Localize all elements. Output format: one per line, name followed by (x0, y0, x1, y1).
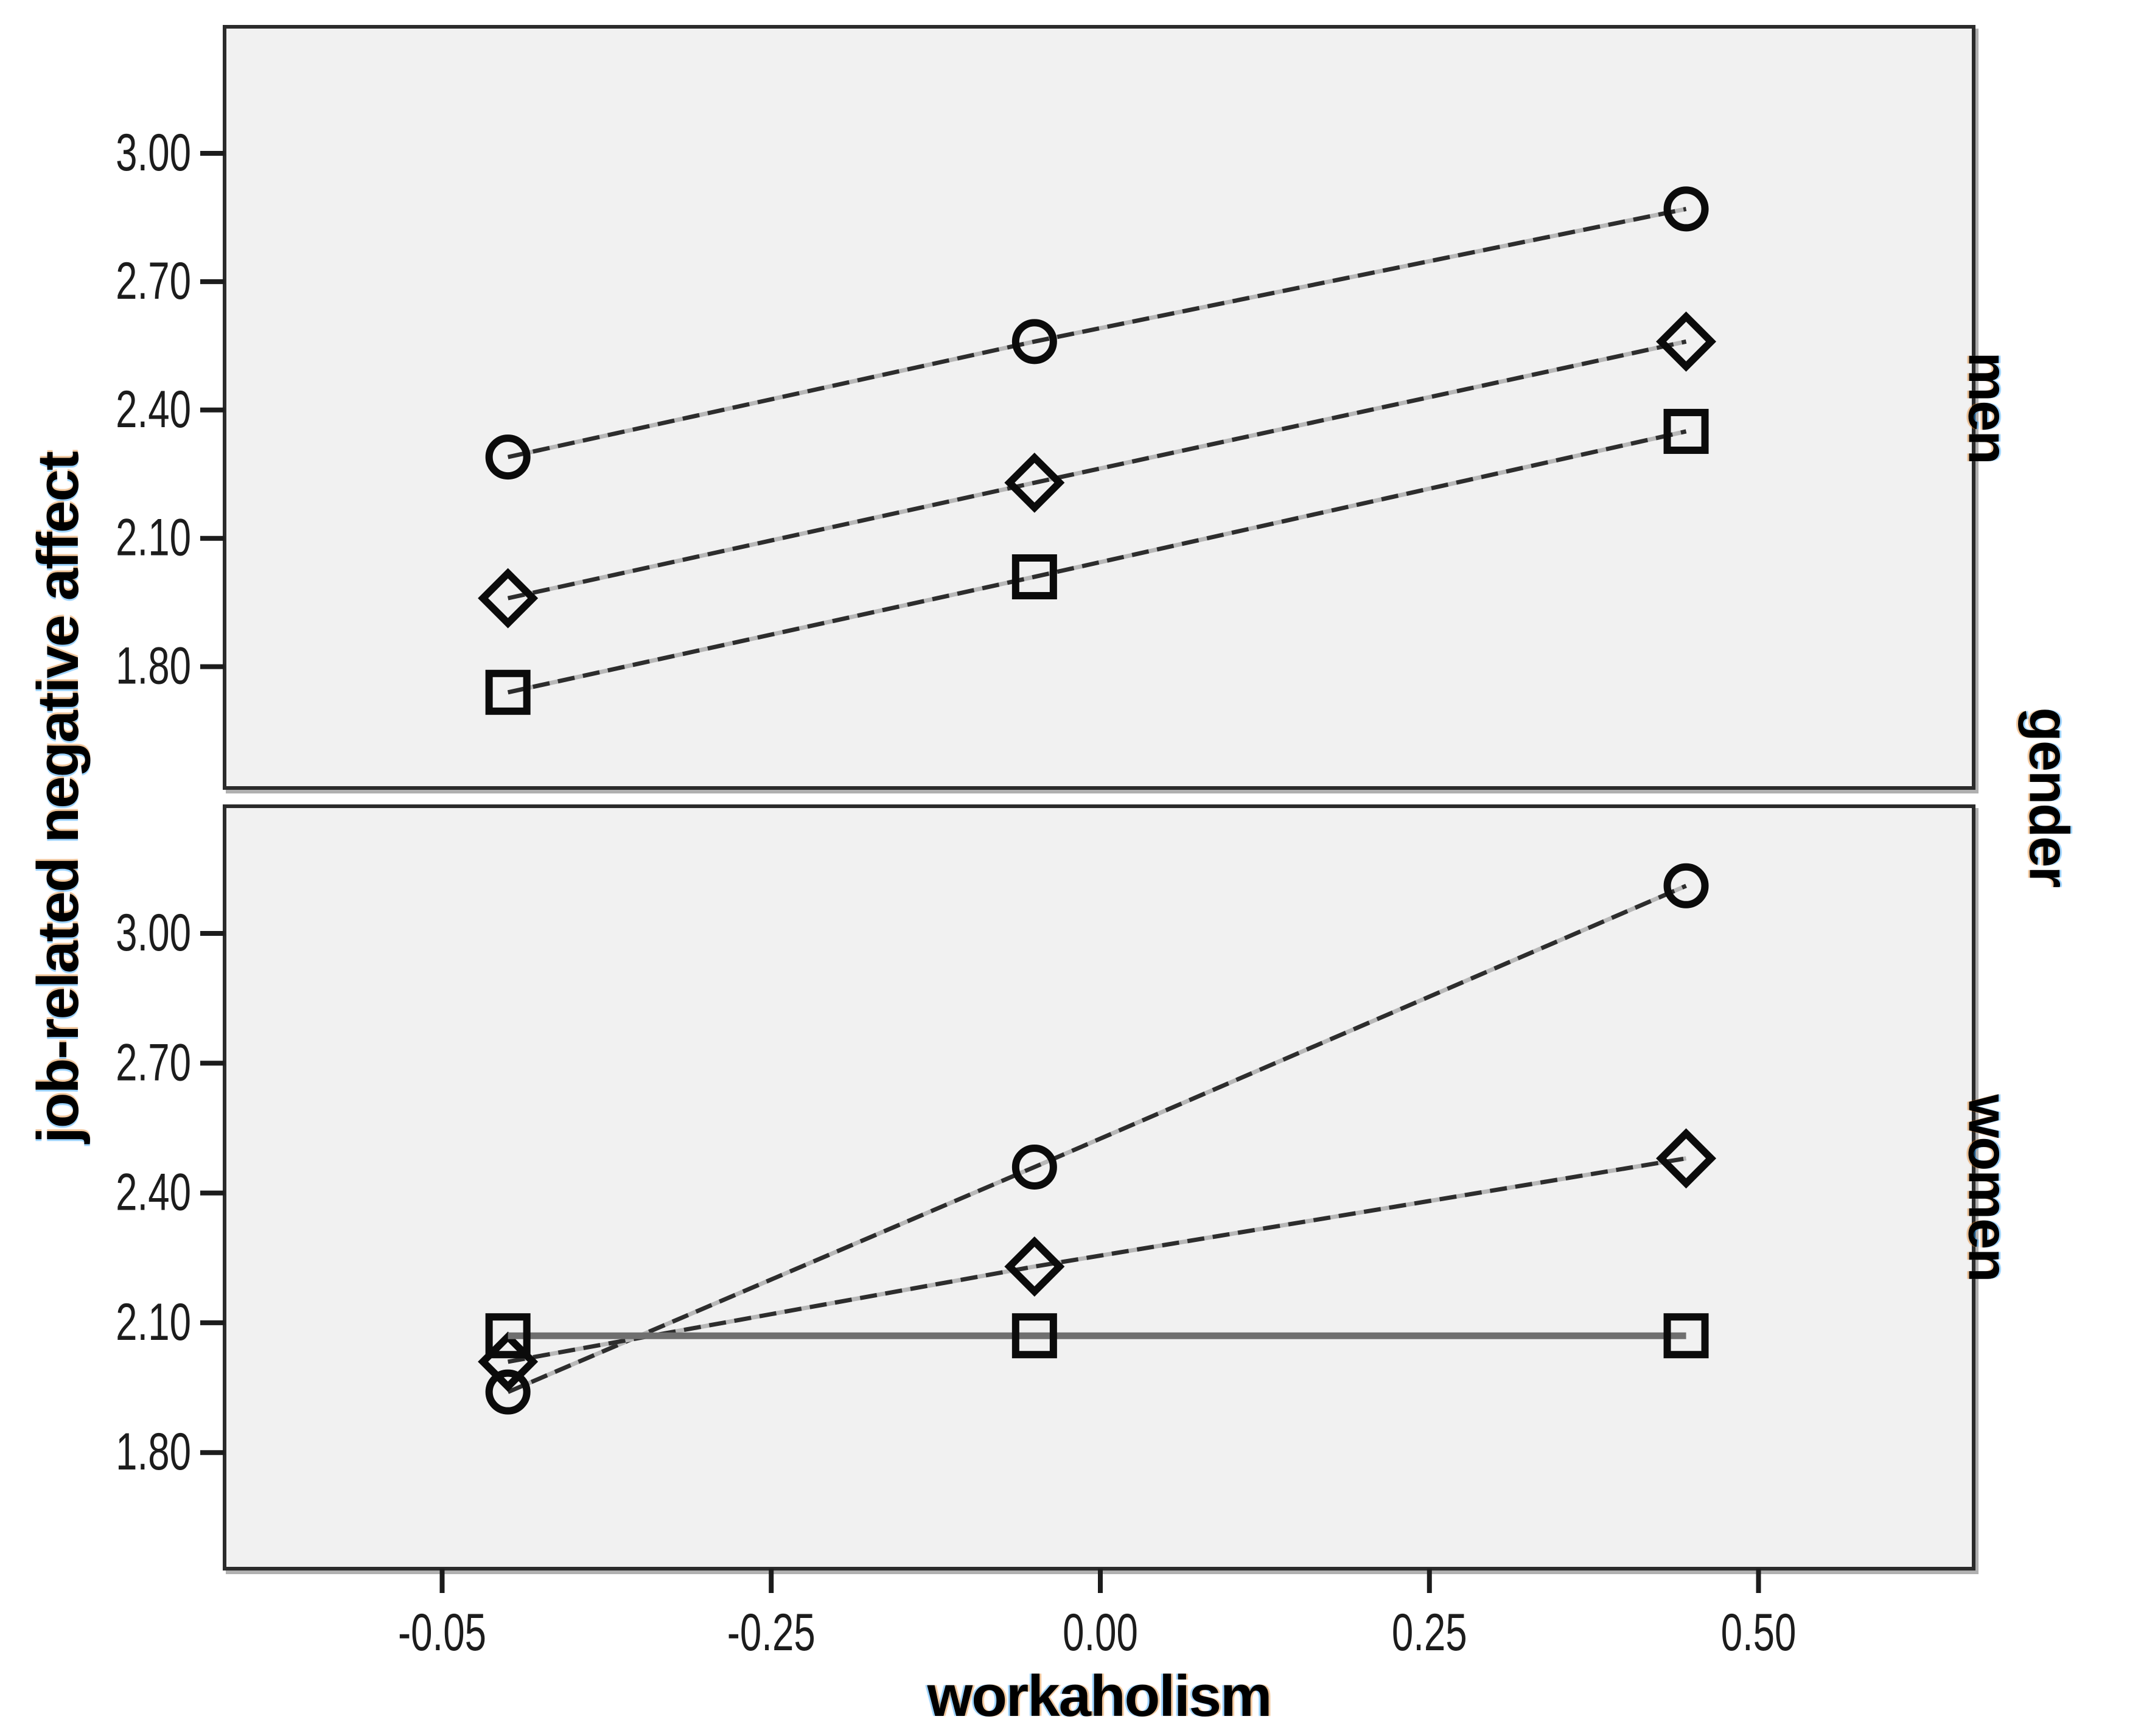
y-tick-label: 2.40 (116, 381, 191, 439)
y-tick-label: 2.10 (116, 1294, 191, 1351)
marker-circle (1663, 186, 1709, 232)
panel-label-men: men (1957, 352, 2019, 464)
y-tick-label: 2.70 (116, 253, 191, 310)
marker-diamond (478, 568, 539, 629)
marker-diamond (1656, 311, 1717, 372)
panel-women-background (223, 804, 1975, 1570)
marker-diamond (478, 1331, 539, 1392)
marker-circle (485, 1369, 531, 1415)
marker-circle (1663, 863, 1709, 908)
series-line-circle (507, 884, 1687, 1394)
y-tick-label: 3.00 (116, 904, 191, 962)
marker-square (485, 1313, 531, 1359)
marker-diamond (1004, 1236, 1065, 1297)
x-tick-label: 0.25 (1392, 1604, 1467, 1662)
marker-circle (485, 434, 531, 480)
marker-square (485, 669, 531, 715)
series-line-diamond (508, 1156, 1687, 1364)
marker-square (1663, 1313, 1709, 1359)
x-tick-label: 0.00 (1063, 1604, 1138, 1662)
y-tick-label: 2.10 (116, 509, 191, 567)
series-line-circle (507, 206, 1687, 459)
x-tick-label: -0.25 (727, 1604, 816, 1662)
marker-diamond (1004, 452, 1065, 513)
marker-diamond (1656, 1128, 1717, 1189)
y-tick-label: 1.80 (116, 637, 191, 695)
marker-square (1011, 1313, 1057, 1359)
y-tick-label: 2.70 (116, 1034, 191, 1092)
series-line-diamond (507, 339, 1687, 601)
x-axis-title: workaholism (927, 1664, 1273, 1729)
facet-label-gender: gender (2017, 707, 2080, 887)
marker-square (1011, 554, 1057, 599)
y-axis-title: job-related negative affect (26, 452, 91, 1143)
marker-circle (1011, 319, 1057, 364)
y-tick-label: 3.00 (116, 124, 191, 182)
series-line-square (507, 429, 1687, 695)
panel-label-women: women (1957, 1094, 2019, 1281)
panel-men-background (223, 25, 1975, 790)
marker-circle (1011, 1144, 1057, 1190)
x-tick-label: 0.50 (1721, 1604, 1797, 1662)
marker-square (1663, 408, 1709, 454)
y-tick-label: 2.40 (116, 1163, 191, 1221)
x-tick-label: -0.05 (398, 1604, 486, 1662)
y-tick-label: 1.80 (116, 1423, 191, 1481)
